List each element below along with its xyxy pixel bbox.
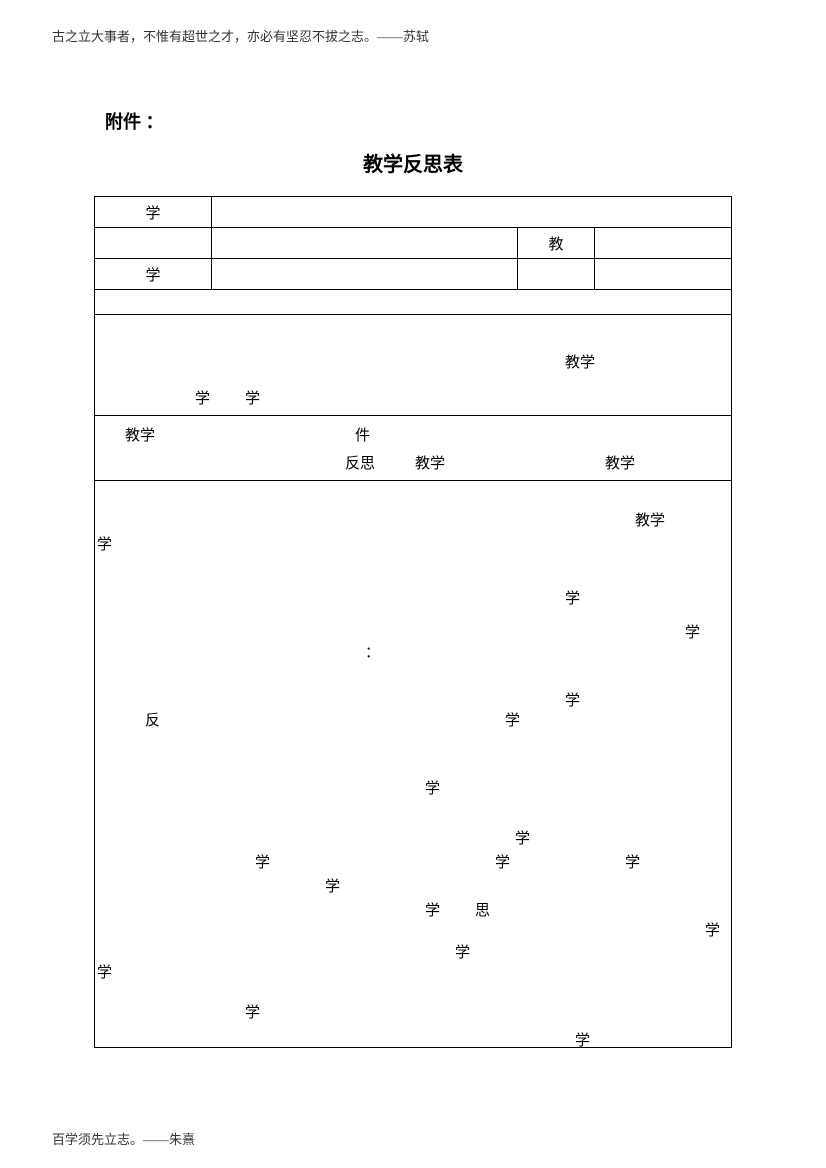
cell-label bbox=[518, 259, 595, 289]
cell-value bbox=[212, 228, 518, 258]
text-fragment: 学 bbox=[495, 851, 510, 872]
text-fragment: 学 bbox=[705, 919, 720, 940]
text-fragment: 反 bbox=[145, 709, 160, 730]
text-fragment: 学 bbox=[97, 533, 112, 554]
text-fragment: 学 bbox=[255, 851, 270, 872]
cell-label: 学 bbox=[95, 259, 212, 289]
cell-value bbox=[212, 259, 518, 289]
text-fragment: 学 bbox=[575, 1029, 590, 1050]
table-row: 教 bbox=[95, 228, 731, 259]
text-fragment: 教学 bbox=[605, 452, 635, 473]
text-fragment: 件 bbox=[355, 424, 370, 445]
text-fragment: 学 bbox=[505, 709, 520, 730]
text-fragment: ： bbox=[365, 641, 380, 662]
text-fragment: 学 bbox=[425, 777, 440, 798]
cell-label: 学 bbox=[95, 197, 212, 227]
cell-value bbox=[95, 290, 731, 314]
table-row: 学 bbox=[95, 197, 731, 228]
text-fragment: 学 bbox=[455, 941, 470, 962]
section-block: 教学 学 学 学 ： 学 反 学 学 学 学 学 学 学 学 思 学 学 学 学… bbox=[95, 481, 731, 1047]
text-fragment: 学 bbox=[565, 689, 580, 710]
page-title: 教学反思表 bbox=[0, 148, 826, 177]
text-fragment: 学 bbox=[425, 899, 440, 920]
text-fragment: 学 bbox=[515, 827, 530, 848]
header-quote: 古之立大事者，不惟有超世之才，亦必有坚忍不拔之志。——苏轼 bbox=[52, 26, 429, 45]
text-fragment: 学 bbox=[245, 1001, 260, 1022]
footer-quote: 百学须先立志。——朱熹 bbox=[52, 1129, 195, 1148]
reflection-table: 学 教 学 教学 学 学 教学 件 反思 教学 教学 教学 学 学 学 ： 学 bbox=[94, 196, 732, 1048]
cell-label bbox=[95, 228, 212, 258]
section-block: 教学 学 学 bbox=[95, 315, 731, 416]
text-fragment: 思 bbox=[475, 899, 490, 920]
cell-value bbox=[212, 197, 731, 227]
text-fragment: 教学 bbox=[635, 509, 665, 530]
table-row: 学 bbox=[95, 259, 731, 290]
text-fragment: 学 bbox=[245, 387, 260, 408]
text-fragment: 学 bbox=[565, 587, 580, 608]
text-fragment: 教学 bbox=[415, 452, 445, 473]
text-fragment: 教学 bbox=[565, 351, 595, 372]
text-fragment: 学 bbox=[625, 851, 640, 872]
section-block: 教学 件 反思 教学 教学 bbox=[95, 416, 731, 481]
text-fragment: 学 bbox=[325, 875, 340, 896]
cell-label: 教 bbox=[518, 228, 595, 258]
cell-value bbox=[595, 259, 731, 289]
text-fragment: 学 bbox=[685, 621, 700, 642]
table-row bbox=[95, 290, 731, 315]
cell-value bbox=[595, 228, 731, 258]
text-fragment: 反思 bbox=[345, 452, 375, 473]
text-fragment: 学 bbox=[97, 961, 112, 982]
attachment-label: 附件 ： bbox=[105, 108, 164, 134]
text-fragment: 教学 bbox=[125, 424, 155, 445]
text-fragment: 学 bbox=[195, 387, 210, 408]
